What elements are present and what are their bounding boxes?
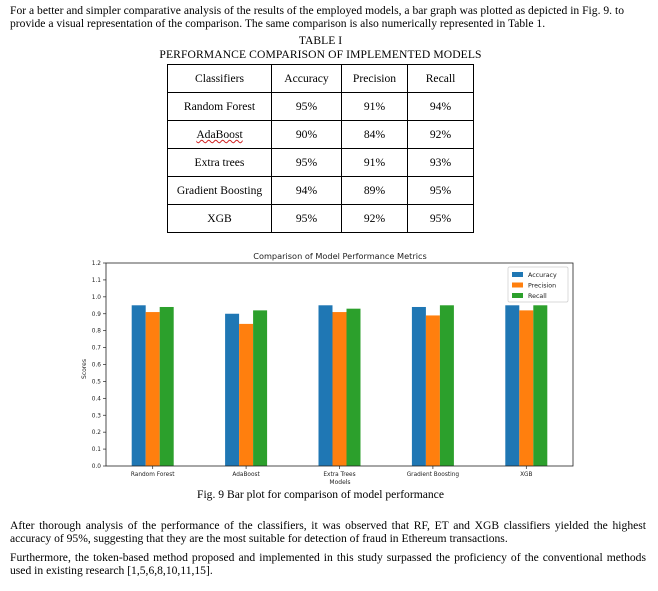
table-row: XGB 95% 92% 95% bbox=[167, 204, 474, 233]
cell-precision: 91% bbox=[341, 148, 408, 177]
y-tick-label: 0.4 bbox=[92, 396, 102, 402]
cell-accuracy: 90% bbox=[271, 120, 342, 149]
intro-paragraph: For a better and simpler comparative ana… bbox=[10, 4, 624, 31]
bar-accuracy-gradient-boosting bbox=[411, 306, 426, 466]
y-tick-label: 0.3 bbox=[92, 413, 102, 419]
legend-label: Accuracy bbox=[528, 272, 557, 279]
cell-classifier: XGB bbox=[167, 204, 272, 233]
cell-classifier: Random Forest bbox=[167, 92, 272, 121]
cell-recall: 95% bbox=[407, 204, 474, 233]
x-tick-label: AdaBoost bbox=[232, 472, 260, 478]
cell-precision: 91% bbox=[341, 92, 408, 121]
y-tick-label: 0.8 bbox=[92, 329, 102, 335]
header-accuracy: Accuracy bbox=[271, 64, 342, 93]
cell-recall: 92% bbox=[407, 120, 474, 149]
header-precision: Precision bbox=[341, 64, 408, 93]
bar-accuracy-adaboost bbox=[225, 313, 240, 466]
table-row: Random Forest 95% 91% 94% bbox=[167, 92, 474, 121]
legend-swatch bbox=[512, 293, 523, 298]
figure-caption: Fig. 9 Bar plot for comparison of model … bbox=[197, 488, 444, 501]
y-tick-label: 1.1 bbox=[92, 278, 102, 284]
bar-chart: Comparison of Model Performance Metrics … bbox=[81, 251, 574, 486]
cell-accuracy: 95% bbox=[271, 92, 342, 121]
classifier-name: AdaBoost bbox=[196, 128, 243, 141]
cell-classifier: Gradient Boosting bbox=[167, 176, 272, 205]
table-number: TABLE I bbox=[298, 34, 343, 47]
x-tick-label: Extra Trees bbox=[323, 472, 355, 478]
y-tick-label: 0.1 bbox=[92, 447, 102, 453]
bar-accuracy-extra-trees bbox=[318, 305, 333, 466]
bar-precision-random-forest bbox=[145, 312, 160, 466]
y-tick-label: 0.2 bbox=[92, 430, 102, 436]
header-recall: Recall bbox=[407, 64, 474, 93]
y-axis-label: Scores bbox=[81, 359, 88, 379]
legend-label: Recall bbox=[528, 293, 547, 300]
bar-recall-adaboost bbox=[253, 310, 268, 466]
performance-table: Classifiers Accuracy Precision Recall Ra… bbox=[167, 64, 474, 233]
analysis-paragraph: After thorough analysis of the performan… bbox=[10, 519, 646, 546]
cell-recall: 93% bbox=[407, 148, 474, 177]
cell-accuracy: 95% bbox=[271, 148, 342, 177]
x-axis-label: Models bbox=[329, 479, 350, 486]
cell-recall: 95% bbox=[407, 176, 474, 205]
y-tick-label: 1.2 bbox=[92, 261, 102, 267]
cell-precision: 92% bbox=[341, 204, 408, 233]
cell-classifier: Extra trees bbox=[167, 148, 272, 177]
bar-recall-xgb bbox=[533, 305, 548, 466]
legend-swatch bbox=[512, 272, 523, 277]
table-row: AdaBoost 90% 84% 92% bbox=[167, 120, 474, 149]
y-tick-label: 1.0 bbox=[92, 295, 102, 301]
bar-precision-extra-trees bbox=[332, 312, 347, 466]
bar-accuracy-random-forest bbox=[131, 305, 146, 466]
table-header-row: Classifiers Accuracy Precision Recall bbox=[167, 64, 474, 93]
legend-label: Precision bbox=[528, 283, 556, 290]
y-tick-label: 0.0 bbox=[92, 464, 102, 470]
legend-swatch bbox=[512, 282, 523, 288]
table-row: Gradient Boosting 94% 89% 95% bbox=[167, 176, 474, 205]
header-classifiers: Classifiers bbox=[167, 64, 272, 93]
cell-accuracy: 95% bbox=[271, 204, 342, 233]
cell-classifier: AdaBoost bbox=[167, 120, 272, 149]
bar-precision-adaboost bbox=[239, 323, 254, 466]
bar-accuracy-xgb bbox=[505, 305, 520, 466]
y-tick-label: 0.5 bbox=[92, 379, 102, 385]
cell-recall: 94% bbox=[407, 92, 474, 121]
cell-precision: 89% bbox=[341, 176, 408, 205]
bar-recall-random-forest bbox=[159, 306, 174, 466]
x-tick-label: XGB bbox=[520, 472, 532, 478]
table-row: Extra trees 95% 91% 93% bbox=[167, 148, 474, 177]
cell-precision: 84% bbox=[341, 120, 408, 149]
chart-legend: Accuracy Precision Recall bbox=[507, 266, 569, 303]
y-tick-label: 0.9 bbox=[92, 312, 102, 318]
cell-accuracy: 94% bbox=[271, 176, 342, 205]
bar-recall-extra-trees bbox=[346, 308, 361, 466]
y-tick-label: 0.7 bbox=[92, 346, 102, 352]
x-tick-label: Gradient Boosting bbox=[407, 472, 460, 478]
conclusion-paragraph: Furthermore, the token-based method prop… bbox=[10, 551, 646, 578]
table-title: PERFORMANCE COMPARISON OF IMPLEMENTED MO… bbox=[159, 48, 482, 61]
plot-frame bbox=[105, 262, 574, 467]
y-tick-label: 0.6 bbox=[92, 363, 102, 369]
x-tick-label: Random Forest bbox=[131, 472, 175, 478]
bar-precision-xgb bbox=[519, 310, 534, 466]
chart-title: Comparison of Model Performance Metrics bbox=[253, 251, 427, 261]
bar-recall-gradient-boosting bbox=[439, 305, 454, 466]
bar-precision-gradient-boosting bbox=[425, 315, 440, 466]
